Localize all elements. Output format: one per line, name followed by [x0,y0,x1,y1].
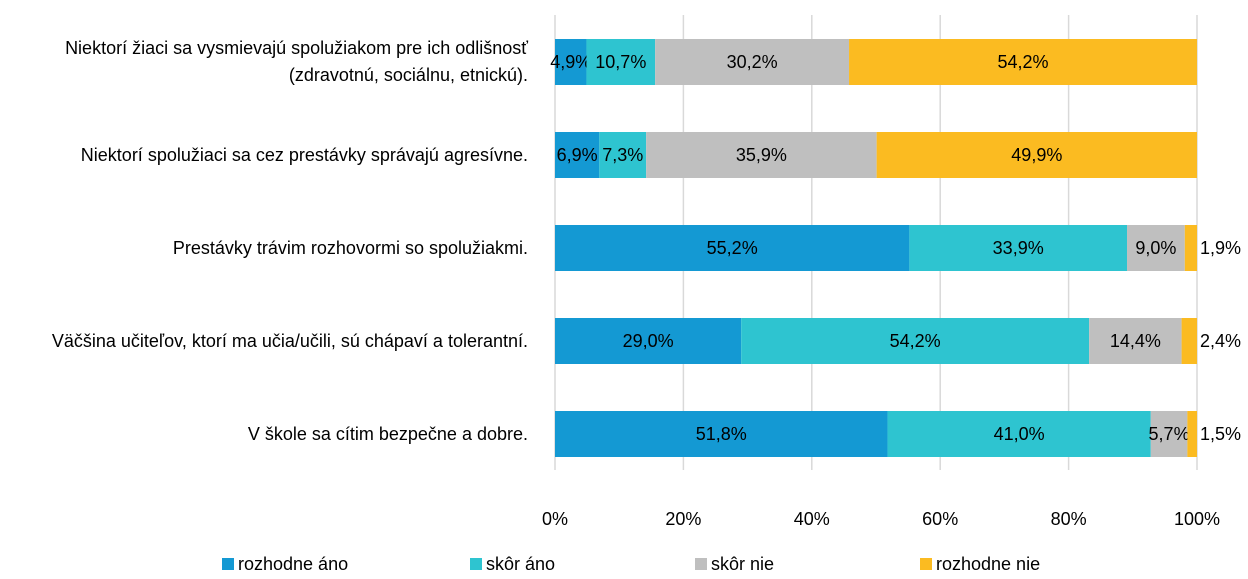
legend-label: skôr áno [486,554,555,574]
data-label: 4,9% [550,52,591,72]
bar-segment [555,132,600,178]
data-label: 41,0% [994,424,1045,444]
legend-label: rozhodne áno [238,554,348,574]
bar-segment [599,132,647,178]
legend-label: rozhodne nie [936,554,1040,574]
data-label: 33,9% [993,238,1044,258]
data-label: 1,5% [1200,424,1241,444]
data-label: 55,2% [707,238,758,258]
bar-segment [555,411,888,457]
data-label: 10,7% [595,52,646,72]
x-tick-label: 0% [542,509,568,529]
bar-segment [1089,318,1182,364]
legend-marker [222,558,234,570]
data-label: 1,9% [1200,238,1241,258]
category-label: V škole sa cítim bezpečne a dobre. [247,423,528,444]
bar-segment [741,318,1090,364]
bar-segment [646,132,877,178]
data-label: 30,2% [727,52,778,72]
data-label: 29,0% [623,331,674,351]
bar-segment [555,318,742,364]
bar-segment [555,39,587,85]
data-label: 35,9% [736,145,787,165]
legend-marker [920,558,932,570]
data-label: 2,4% [1200,331,1241,351]
bar-segment [876,132,1197,178]
x-tick-label: 40% [794,509,830,529]
bar-segment [586,39,656,85]
x-tick-label: 100% [1174,509,1220,529]
legend-label: skôr nie [711,554,774,574]
bar-segment [887,411,1151,457]
bar-segment [1150,411,1188,457]
x-tick-label: 80% [1051,509,1087,529]
data-label: 51,8% [696,424,747,444]
data-label: 7,3% [602,145,643,165]
category-label: Väčšina učiteľov, ktorí ma učia/učili, s… [51,330,528,351]
bar-segment [1181,318,1197,364]
data-label: 54,2% [997,52,1048,72]
data-label: 54,2% [890,331,941,351]
data-label: 5,7% [1149,424,1190,444]
bar-segment [1184,225,1197,271]
bar-segment [1127,225,1185,271]
bar-segment [555,225,910,271]
bar-segment [909,225,1128,271]
data-label: 6,9% [557,145,598,165]
legend-marker [695,558,707,570]
category-label: Prestávky trávim rozhovormi so spolužiak… [172,237,528,258]
x-tick-label: 60% [922,509,958,529]
bar-segment [655,39,850,85]
x-tick-label: 20% [665,509,701,529]
bar-segment [849,39,1197,85]
category-label: Niektorí spolužiaci sa cez prestávky spr… [80,144,528,165]
bar-segment [1187,411,1197,457]
data-label: 14,4% [1110,331,1161,351]
data-label: 9,0% [1135,238,1176,258]
data-label: 49,9% [1011,145,1062,165]
legend-marker [470,558,482,570]
category-label: Niektorí žiaci sa vysmievajú spolužiakom… [65,38,528,85]
